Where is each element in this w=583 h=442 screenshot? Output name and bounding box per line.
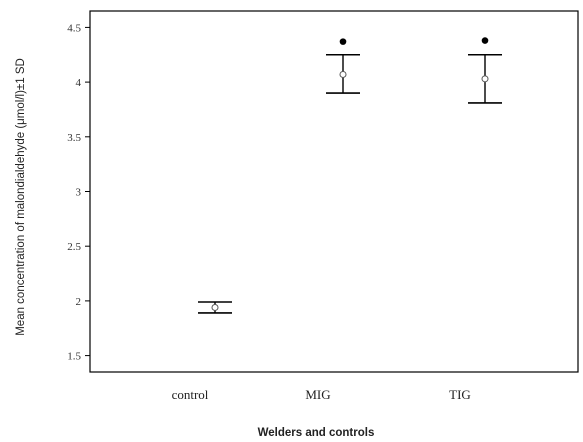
y-tick-label: 2 [76,296,82,308]
y-tick-label: 3 [76,187,82,199]
x-axis-label: Welders and controls [258,427,375,439]
data-marks [198,37,502,314]
y-tick-label: 4 [76,77,82,89]
plot-frame [89,10,579,373]
y-tick-label: 1.5 [67,351,81,363]
y-tick-label: 4.5 [67,22,81,34]
x-tick-label-tig: TIG [449,387,471,402]
mean-point-tig [481,75,489,83]
x-tick-label-mig: MIG [305,387,330,402]
outlier-point-mig [339,38,347,45]
outlier-point-tig [481,37,489,44]
y-tick-label: 3.5 [67,132,81,144]
y-axis-ticks: 1.5 2 2.5 3 3.5 4 4.5 [67,22,90,363]
x-tick-label-control: control [172,387,209,402]
mean-point-control [211,303,219,311]
mean-point-mig [339,70,347,78]
x-axis-ticks: control MIG TIG [172,387,471,402]
y-axis-label: Mean concentration of malondialdehyde (μ… [15,58,27,336]
plot-area-border [89,10,579,373]
y-tick-label: 2.5 [67,241,81,253]
